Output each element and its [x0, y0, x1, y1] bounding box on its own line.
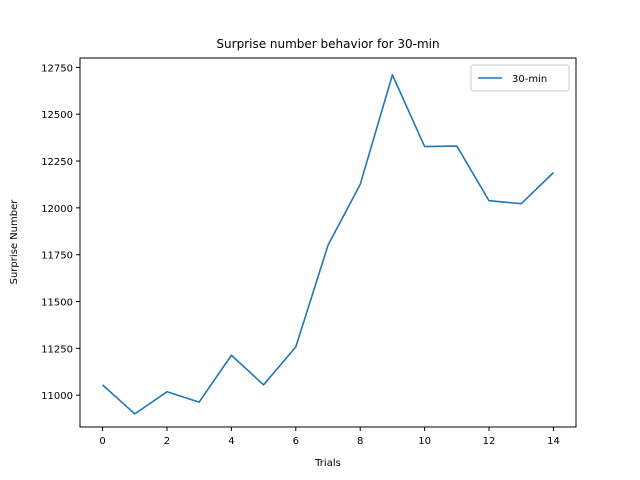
- series-line-0: [102, 74, 555, 415]
- y-tick-label: 12500: [41, 110, 73, 121]
- y-tick-label: 12000: [41, 204, 73, 215]
- x-tick-label: 12: [483, 436, 496, 447]
- x-tick-label: 2: [164, 436, 170, 447]
- y-axis: 11000 11250 11500 11750 12000 12250 12500 12750: [41, 63, 80, 402]
- x-tick-label: 4: [228, 436, 234, 447]
- x-axis-label: Trials: [314, 458, 341, 469]
- x-tick-label: 6: [293, 436, 299, 447]
- x-tick-label: 8: [357, 436, 363, 447]
- y-tick-label: 11750: [41, 251, 73, 262]
- y-tick-label: 12750: [41, 63, 73, 74]
- x-tick-label: 0: [99, 436, 105, 447]
- y-tick-label: 11500: [41, 298, 73, 309]
- legend: 30-min: [470, 64, 570, 92]
- y-tick-label: 12250: [41, 157, 73, 168]
- x-tick-label: 14: [547, 436, 560, 447]
- y-axis-label: Surprise Number: [9, 199, 20, 285]
- y-tick-label: 11250: [41, 344, 73, 355]
- y-tick-label: 11000: [41, 391, 73, 402]
- chart-title: Surprise number behavior for 30-min: [216, 37, 439, 51]
- x-axis: 0 2 4 6 8 10 12 14: [99, 427, 560, 447]
- x-tick-label: 10: [418, 436, 431, 447]
- plot-frame: [79, 57, 577, 428]
- legend-entry: 30-min: [512, 74, 547, 85]
- legend-box: [470, 64, 570, 92]
- plot-area: [102, 74, 555, 415]
